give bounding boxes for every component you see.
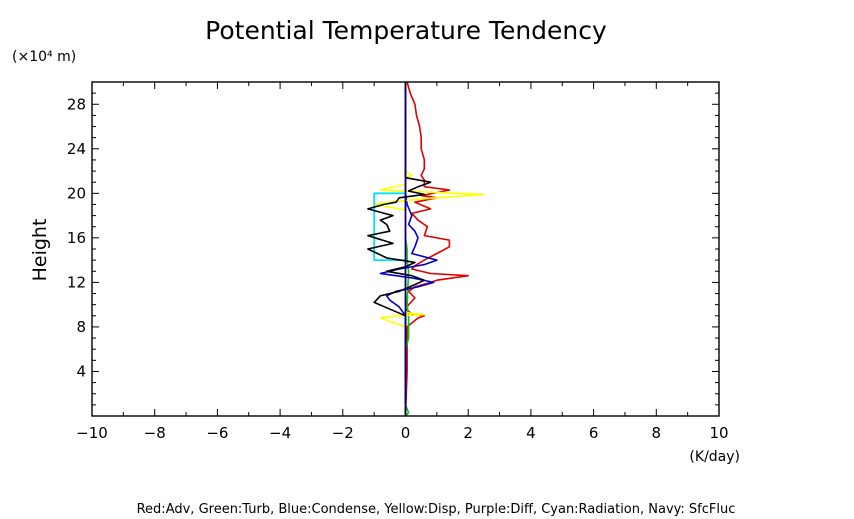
chart-title: Potential Temperature Tendency (205, 16, 607, 45)
series-line-radiation (373, 192, 406, 262)
x-tick-label: 10 (709, 424, 728, 442)
y-tick-label: 24 (67, 140, 86, 158)
y-tick-label: 20 (67, 184, 86, 202)
y-axis-label: Height (29, 219, 51, 282)
y-tick-label: 16 (67, 229, 86, 247)
x-tick-label: 8 (652, 424, 662, 442)
y-tick-label: 4 (76, 362, 86, 380)
y-tick-label: 8 (76, 318, 86, 336)
y-tick-label: 28 (67, 95, 86, 113)
legend-text: Red:Adv, Green:Turb, Blue:Condense, Yell… (137, 502, 736, 517)
series-line-total (367, 82, 432, 416)
x-tick-label: −6 (206, 424, 228, 442)
x-tick-label: 6 (589, 424, 599, 442)
x-tick-label: −4 (269, 424, 291, 442)
series-line-disp (373, 82, 485, 416)
series-line-condense (379, 82, 438, 416)
series-line-adv (404, 81, 470, 417)
series-layer (367, 81, 485, 417)
x-tick-label: −10 (76, 424, 108, 442)
x-tick-label: 4 (526, 424, 536, 442)
x-tick-label: 0 (401, 424, 411, 442)
y-axis-unit: (×10⁴ m) (12, 49, 76, 65)
x-tick-label: −8 (144, 424, 166, 442)
x-axis-unit: (K/day) (689, 449, 740, 465)
x-tick-label: 2 (463, 424, 473, 442)
plot-frame (91, 81, 720, 417)
y-tick-label: 12 (67, 273, 86, 291)
x-tick-label: −2 (332, 424, 354, 442)
